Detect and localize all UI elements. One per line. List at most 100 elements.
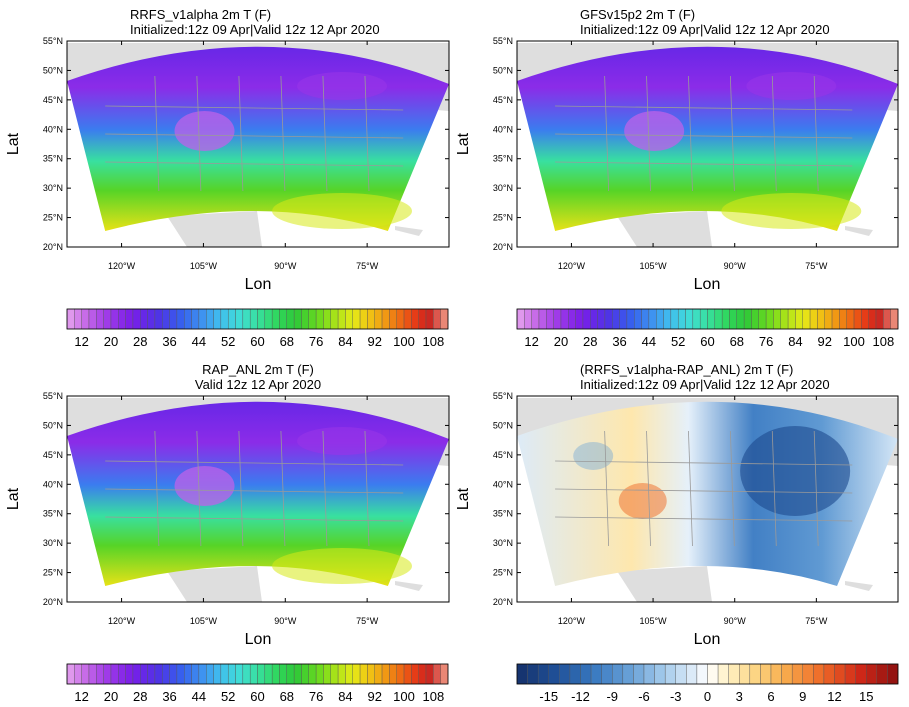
colorbar-swatch: [714, 308, 723, 330]
colorbar-swatch: [824, 308, 833, 330]
chart-title: GFSv15p2 2m T (F): [580, 7, 695, 22]
colorbar-swatch: [96, 308, 104, 330]
colorbar-swatch: [96, 663, 104, 685]
colorbar-swatch: [791, 663, 803, 685]
y-axis-label: Lat: [5, 132, 22, 155]
colorbar-swatch: [154, 663, 163, 685]
colorbar-tick-label: 20: [554, 334, 568, 349]
colorbar-swatch: [440, 663, 449, 685]
y-tick-label: 40°N: [43, 479, 63, 489]
state-boundary-line: [105, 516, 404, 522]
colorbar-swatch: [235, 308, 244, 330]
colorbar-swatch: [890, 308, 899, 330]
colorbar-swatch: [580, 663, 592, 685]
colorbar-swatch: [433, 308, 441, 330]
colorbar-swatch: [531, 308, 540, 330]
y-tick-label: 35°N: [493, 154, 513, 164]
y-tick-label: 55°N: [493, 391, 513, 401]
colorbar-swatch: [844, 663, 856, 685]
colorbar-frame: [516, 308, 899, 330]
colorbar-swatch: [590, 663, 602, 685]
colorbar-swatch: [337, 308, 346, 330]
cuba-landmass: [395, 226, 423, 236]
colorbar-swatch: [601, 663, 613, 685]
state-boundary-line: [280, 75, 286, 192]
colorbar-swatch: [685, 308, 694, 330]
colorbar-swatch: [345, 308, 353, 330]
colorbar-tick-label: 84: [338, 689, 352, 704]
cold-anomaly-northeast: [746, 72, 837, 100]
x-tick-label: 90°W: [274, 261, 297, 271]
x-tick-label: 75°W: [805, 616, 828, 626]
colorbar-swatch: [411, 308, 419, 330]
colorbar-swatch: [524, 308, 532, 330]
colorbar-swatch: [396, 663, 405, 685]
colorbar-swatch: [612, 308, 620, 330]
state-boundary-line: [555, 460, 853, 466]
y-axis-label: Lat: [455, 132, 472, 155]
colorbar-swatch: [315, 308, 324, 330]
colorbar-swatch: [670, 308, 679, 330]
colorbar-swatch: [418, 663, 427, 685]
colorbar-tick-label: 12: [827, 689, 841, 704]
colorbar-swatch: [308, 663, 317, 685]
colorbar-swatch: [868, 308, 877, 330]
colorbar-swatch: [242, 663, 251, 685]
colorbar-swatch: [546, 308, 554, 330]
cuba-landmass: [845, 226, 873, 236]
colorbar-swatch: [834, 663, 846, 685]
colorbar-swatch: [883, 308, 891, 330]
colorbar-swatch: [569, 663, 581, 685]
colorbar-swatch: [118, 663, 126, 685]
colorbar-tick-label: 68: [280, 334, 294, 349]
state-boundaries: [105, 430, 404, 547]
y-tick-label: 30°N: [43, 183, 63, 193]
colorbar-swatch: [132, 663, 141, 685]
colorbar-swatch: [242, 308, 251, 330]
chart-panel-3: RAP_ANL 2m T (F)Valid 12z 12 Apr 2020 55°…: [5, 362, 450, 704]
state-boundary-line: [364, 75, 370, 192]
colorbar-tick-label: 12: [524, 334, 538, 349]
colorbar-tick-label: 76: [309, 334, 323, 349]
y-tick-label: 45°N: [493, 95, 513, 105]
y-tick-label: 25°N: [493, 213, 513, 223]
x-axis-label: Lon: [245, 276, 272, 293]
state-boundary-line: [555, 488, 853, 494]
colorbar-swatch: [749, 663, 761, 685]
state-boundary-line: [604, 430, 610, 547]
y-tick-label: 45°N: [43, 450, 63, 460]
state-boundary-line: [105, 161, 404, 167]
plot-frame: [66, 395, 450, 603]
colorbar-tick-label: 36: [162, 334, 176, 349]
colorbar-tick-label: 15: [859, 689, 873, 704]
colorbar-swatch: [729, 308, 738, 330]
colorbar-tick-label: 20: [104, 334, 118, 349]
colorbar-swatch: [154, 308, 163, 330]
colorbar-swatch: [301, 663, 309, 685]
colorbar-swatch: [739, 663, 751, 685]
colorbar-tick-label: 52: [221, 689, 235, 704]
state-boundary-line: [813, 75, 819, 192]
colorbar-swatch: [264, 663, 273, 685]
cold-anomaly-rockies: [174, 466, 235, 506]
colorbar-swatch: [367, 663, 375, 685]
colorbar-swatch: [206, 308, 214, 330]
colorbar-swatch: [743, 308, 752, 330]
y-axis-label: Lat: [455, 487, 472, 510]
colorbar-swatch: [751, 308, 759, 330]
colorbar-swatch: [110, 308, 119, 330]
colorbar-tick-label: 60: [700, 334, 714, 349]
colorbar-swatch: [88, 308, 97, 330]
state-boundary-line: [154, 75, 160, 192]
warm-region-south: [272, 193, 413, 229]
colorbar-swatch: [717, 663, 729, 685]
colorbar-tick-label: 84: [788, 334, 802, 349]
colorbar-swatch: [191, 308, 200, 330]
colorbar-swatch: [301, 308, 309, 330]
colorbar-swatch: [367, 308, 375, 330]
chart-panel-4: (RRFS_v1alpha-RAP_ANL) 2m T (F)Initializ…: [455, 362, 899, 704]
plot-frame: [516, 40, 899, 248]
colorbar-swatch: [286, 308, 295, 330]
colorbar-swatch: [855, 663, 867, 685]
colorbar-swatch: [773, 308, 781, 330]
